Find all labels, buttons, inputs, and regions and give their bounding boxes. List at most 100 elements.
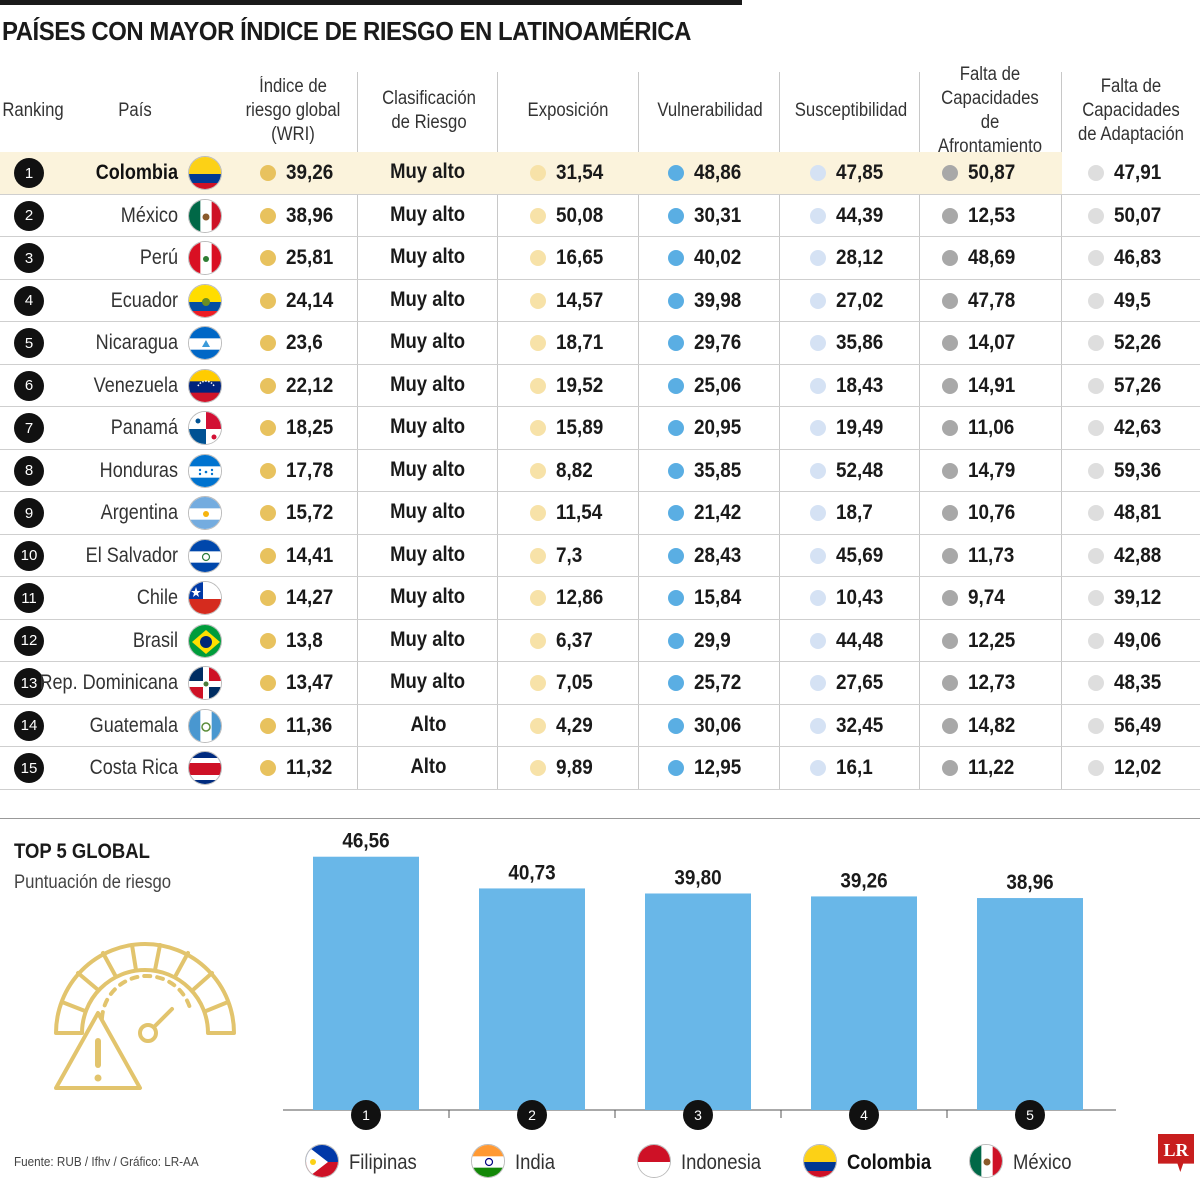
- wri-value: 13,8: [286, 628, 323, 652]
- susceptibilidad-dot-icon: [810, 717, 826, 734]
- table-row: 10 El Salvador Muy alto 14,41 7,3 28,43 45,69 1…: [0, 535, 1161, 577]
- afrontamiento-value: 12,25: [968, 628, 1016, 652]
- afrontamiento-cell: 12,53: [942, 195, 1021, 237]
- row-separator: [0, 788, 1200, 790]
- afrontamiento-value: 10,76: [968, 501, 1016, 524]
- afrontamiento-cell: 11,73: [942, 535, 1019, 577]
- susceptibilidad-cell: 52,48: [810, 450, 889, 492]
- wri-cell: 13,8: [260, 620, 327, 662]
- vulnerabilidad-cell: 30,31: [668, 195, 747, 237]
- susceptibilidad-dot-icon: [810, 420, 826, 436]
- exposicion-dot-icon: [530, 717, 546, 734]
- vulnerabilidad-value: 12,95: [694, 756, 742, 779]
- vulnerabilidad-value: 21,42: [694, 501, 742, 524]
- vulnerabilidad-cell: 25,06: [668, 365, 747, 407]
- risk-classification: Muy alto: [357, 203, 499, 227]
- afrontamiento-dot-icon: [942, 377, 958, 394]
- country-name: Guatemala: [89, 713, 178, 737]
- exposicion-value: 16,65: [556, 246, 604, 269]
- exposicion-value: 50,08: [556, 203, 604, 227]
- country-name: Perú: [139, 246, 178, 269]
- table-row: 15 Costa Rica Alto 11,32 9,89 12,95 16,1 11,22 1…: [0, 747, 1161, 789]
- table-row: 11 Chile Muy alto 14,27 12,86 15,84 10,43 9,74 3…: [0, 577, 1161, 619]
- vulnerabilidad-value: 25,72: [694, 671, 742, 694]
- header-susceptibilidad: Susceptibilidad: [794, 100, 908, 121]
- adaptacion-dot-icon: [1088, 462, 1104, 479]
- vulnerabilidad-dot-icon: [668, 675, 684, 691]
- risk-classification-label: Muy alto: [390, 670, 466, 693]
- vulnerabilidad-dot-icon: [668, 377, 684, 394]
- ecuador-flag-icon: [188, 283, 222, 318]
- source-note: Fuente: RUB / Ifhv / Gráfico: LR-AA: [14, 1154, 199, 1169]
- exposicion-value: 7,3: [556, 543, 583, 567]
- adaptacion-dot-icon: [1088, 717, 1104, 734]
- vulnerabilidad-dot-icon: [668, 760, 684, 776]
- exposicion-value: 9,89: [556, 756, 593, 779]
- adaptacion-dot-icon: [1088, 207, 1104, 224]
- adaptacion-value: 46,83: [1114, 246, 1162, 269]
- country-name: Argentina: [100, 501, 178, 524]
- adaptacion-cell: 46,83: [1088, 237, 1167, 279]
- vulnerabilidad-cell: 40,02: [668, 237, 747, 279]
- row-separator: [0, 321, 1200, 322]
- risk-classification-label: Muy alto: [390, 415, 466, 438]
- afrontamiento-value: 14,82: [968, 713, 1016, 737]
- afrontamiento-value: 14,07: [968, 331, 1016, 354]
- adaptacion-cell: 12,02: [1088, 747, 1167, 789]
- vulnerabilidad-value: 28,43: [694, 543, 742, 567]
- rank-badge: 14: [14, 710, 44, 741]
- column-divider: [357, 72, 358, 790]
- risk-classification-label: Alto: [410, 755, 446, 778]
- exposicion-dot-icon: [530, 547, 546, 564]
- nicaragua-flag-icon: [188, 326, 222, 360]
- vulnerabilidad-dot-icon: [668, 590, 684, 606]
- risk-classification: Muy alto: [357, 160, 499, 184]
- exposicion-cell: 8,82: [530, 450, 597, 492]
- adaptacion-dot-icon: [1088, 250, 1104, 266]
- exposicion-cell: 7,05: [530, 662, 597, 704]
- afrontamiento-cell: 9,74: [942, 577, 1009, 619]
- vulnerabilidad-cell: 35,85: [668, 450, 747, 492]
- rank-badge: 1: [14, 158, 44, 188]
- wri-dot-icon: [260, 292, 276, 309]
- risk-classification-label: Muy alto: [390, 585, 466, 608]
- afrontamiento-dot-icon: [942, 207, 958, 224]
- vulnerabilidad-dot-icon: [668, 717, 684, 734]
- exposicion-dot-icon: [530, 505, 546, 521]
- table-row: 4 Ecuador Muy alto 24,14 14,57 39,98 27,02 47,7…: [0, 280, 1151, 322]
- afrontamiento-cell: 47,78: [942, 280, 1021, 322]
- risk-classification-label: Muy alto: [390, 500, 466, 523]
- vulnerabilidad-cell: 30,06: [668, 705, 747, 747]
- wri-value: 24,14: [286, 288, 334, 312]
- adaptacion-dot-icon: [1088, 505, 1104, 521]
- exposicion-dot-icon: [530, 462, 546, 479]
- vulnerabilidad-cell: 29,9: [668, 620, 735, 662]
- susceptibilidad-value: 27,65: [836, 671, 884, 694]
- exposicion-cell: 4,29: [530, 705, 597, 747]
- susceptibilidad-cell: 16,1: [810, 747, 877, 789]
- susceptibilidad-cell: 10,43: [810, 577, 889, 619]
- table-row: 1 Colombia Muy alto 39,26 31,54 48,86 47,85 50,…: [0, 152, 1161, 194]
- afrontamiento-dot-icon: [942, 717, 958, 734]
- risk-classification: Muy alto: [357, 670, 499, 694]
- afrontamiento-dot-icon: [942, 420, 958, 436]
- wri-value: 17,78: [286, 458, 334, 482]
- column-divider: [919, 72, 920, 790]
- wri-dot-icon: [260, 505, 276, 521]
- column-divider: [638, 72, 639, 790]
- country-name: Colombia: [95, 161, 178, 184]
- vulnerabilidad-dot-icon: [668, 632, 684, 649]
- top5-bar-chart: 46,56 1 Filipinas 40,73 2 India 39,80 3 Indonesi…: [283, 830, 1116, 1178]
- susceptibilidad-dot-icon: [810, 632, 826, 649]
- rank-badge: 5: [14, 328, 44, 358]
- exposicion-dot-icon: [530, 165, 546, 181]
- rank-badge: 12: [14, 625, 44, 656]
- filipinas-flag-icon: [305, 1144, 339, 1178]
- country-name: El Salvador: [85, 543, 178, 567]
- wri-cell: 11,32: [260, 747, 337, 789]
- wri-value: 25,81: [286, 246, 334, 269]
- page-title: PAÍSES CON MAYOR ÍNDICE DE RIESGO EN LAT…: [2, 16, 691, 46]
- risk-classification-label: Muy alto: [390, 245, 466, 268]
- exposicion-value: 7,05: [556, 671, 593, 694]
- country-label: México: [1013, 1151, 1071, 1174]
